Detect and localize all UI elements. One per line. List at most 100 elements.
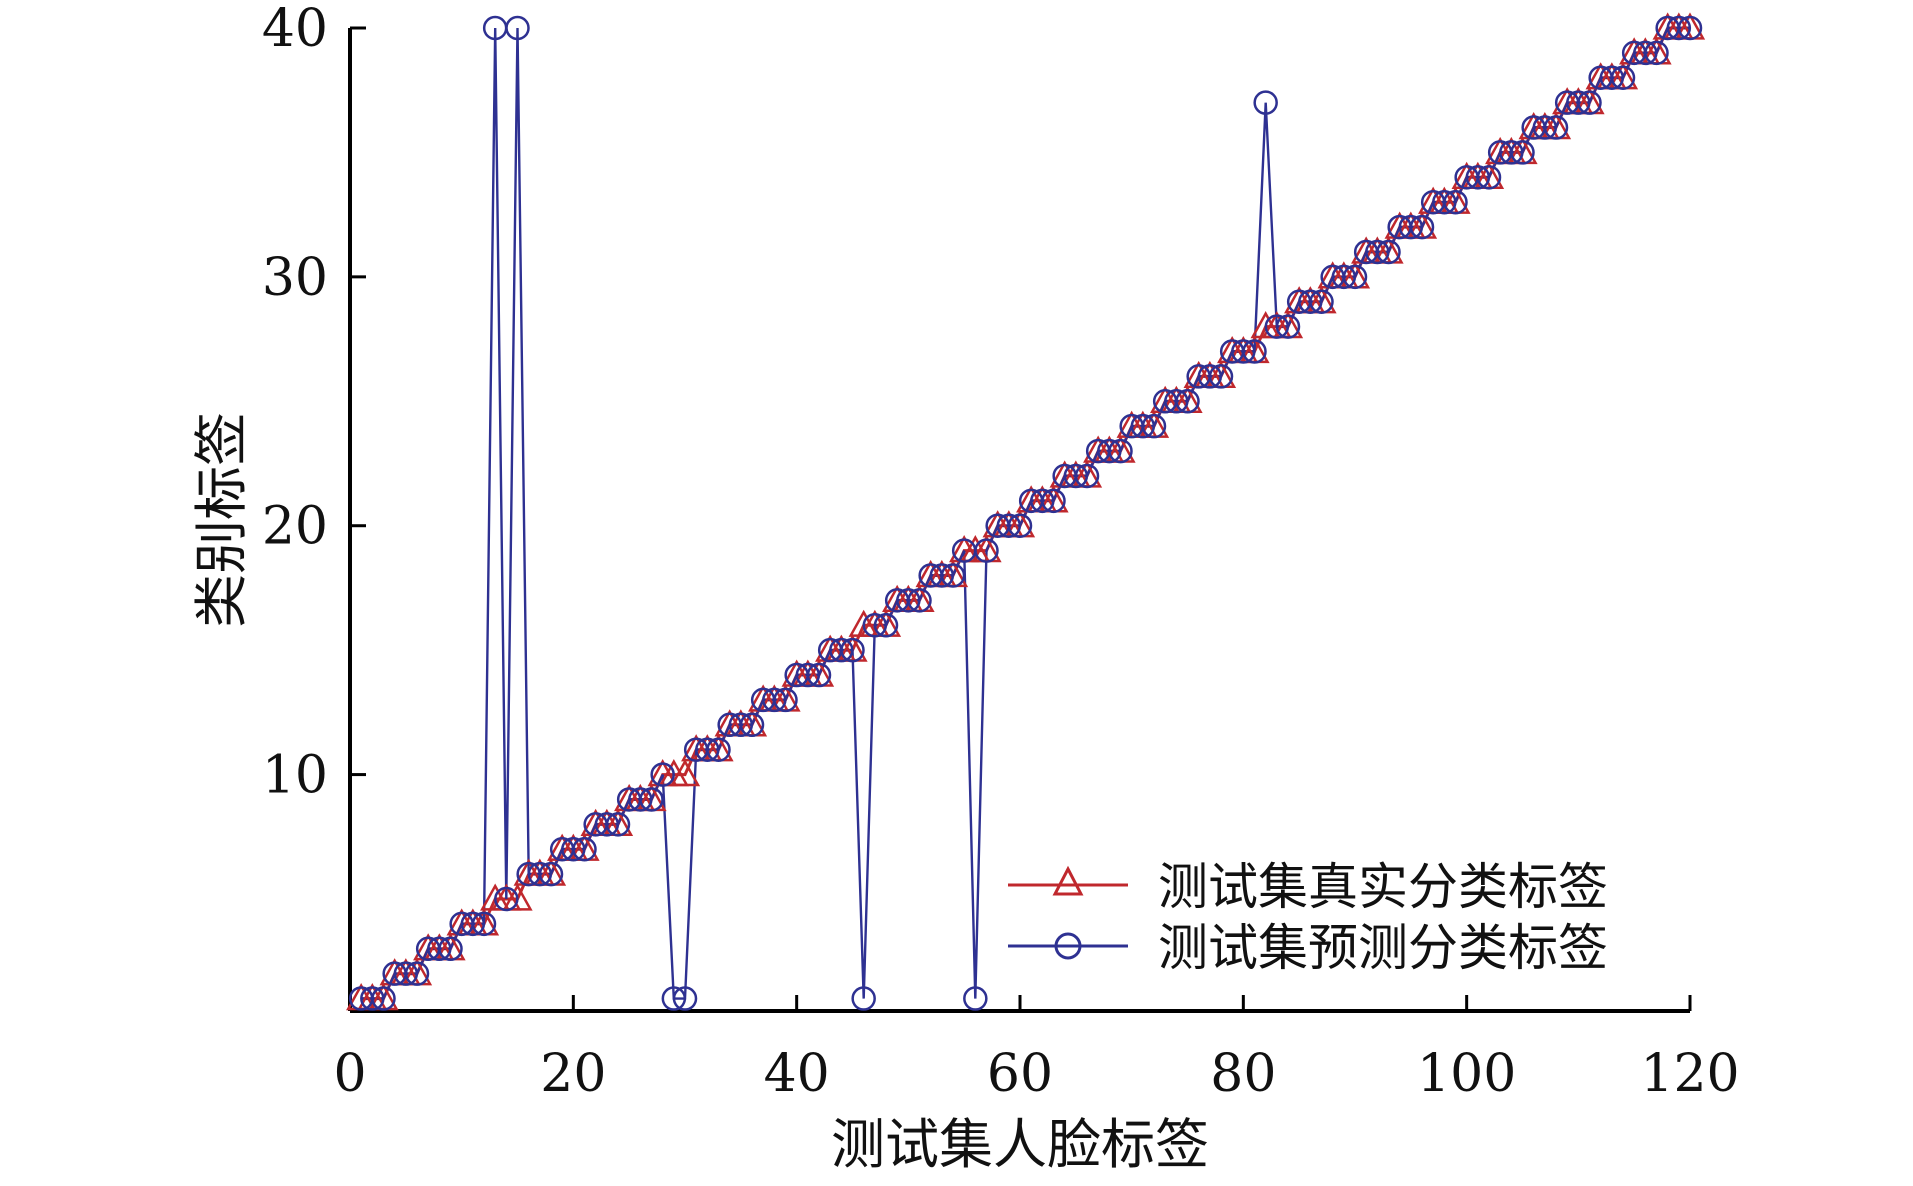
point-pred-circle — [762, 687, 787, 713]
point-true-triangle — [502, 883, 533, 911]
point-pred-circle — [873, 613, 899, 638]
point-pred-circle — [706, 737, 731, 762]
point-pred-circle — [1331, 264, 1357, 290]
point-pred-circle — [929, 563, 955, 588]
point-pred-circle — [650, 762, 675, 787]
point-pred-circle — [561, 836, 586, 862]
y-tick-label: 20 — [262, 497, 328, 557]
point-pred-circle — [1666, 15, 1692, 41]
point-pred-circle — [1443, 189, 1468, 215]
point-pred-circle — [1599, 65, 1625, 91]
point-pred-circle — [572, 836, 597, 862]
x-tick-label: 0 — [333, 1044, 366, 1104]
point-pred-circle — [628, 787, 653, 812]
y-tick-label: 30 — [262, 248, 328, 308]
legend: 测试集真实分类标签 测试集预测分类标签 — [1008, 858, 1608, 977]
point-pred-circle — [739, 712, 765, 738]
point-pred-circle — [840, 637, 865, 663]
point-pred-circle — [1141, 413, 1167, 439]
point-pred-circle — [1432, 189, 1457, 215]
point-pred-circle — [1108, 438, 1133, 464]
point-pred-circle — [1342, 264, 1368, 290]
legend-marker-circle-icon — [1054, 932, 1082, 960]
point-pred-circle — [1298, 289, 1323, 314]
point-pred-circle — [795, 662, 821, 688]
x-tick-label: 60 — [987, 1044, 1053, 1104]
point-pred-circle — [594, 812, 620, 837]
point-pred-circle — [393, 961, 419, 986]
point-pred-circle — [1409, 214, 1435, 240]
point-pred-circle — [1510, 140, 1535, 165]
point-pred-circle — [538, 861, 564, 887]
legend-label-pred: 测试集预测分类标签 — [1158, 919, 1608, 977]
point-pred-circle — [471, 911, 497, 937]
point-pred-circle — [1532, 115, 1558, 140]
point-pred-circle — [1097, 438, 1122, 464]
point-pred-circle — [1577, 90, 1602, 115]
y-tick-label: 10 — [262, 746, 328, 806]
point-pred-circle — [1030, 488, 1055, 514]
point-pred-circle — [1543, 115, 1569, 140]
point-pred-circle — [896, 588, 921, 613]
point-pred-circle — [1253, 90, 1278, 115]
point-pred-circle — [1610, 65, 1636, 91]
point-pred-circle — [505, 15, 530, 41]
x-tick-label: 20 — [540, 1044, 606, 1104]
point-pred-circle — [1074, 463, 1100, 489]
x-tick-label: 40 — [764, 1044, 830, 1104]
x-tick-label: 100 — [1417, 1044, 1516, 1104]
point-pred-circle — [1063, 463, 1089, 489]
point-pred-circle — [1275, 314, 1301, 339]
point-pred-circle — [829, 637, 854, 663]
point-pred-circle — [460, 911, 486, 937]
x-tick-label: 120 — [1640, 1044, 1739, 1104]
point-pred-circle — [1309, 289, 1334, 314]
point-pred-circle — [672, 986, 698, 1011]
point-pred-circle — [1264, 314, 1290, 339]
point-pred-circle — [1644, 40, 1669, 66]
ticks: 0 20 40 60 80 100 120 10 20 30 40 — [262, 0, 1740, 1104]
point-pred-circle — [851, 986, 876, 1011]
point-pred-circle — [1164, 389, 1189, 414]
marker-layer — [346, 12, 1706, 1011]
y-axis-title: 类别标签 — [190, 412, 253, 628]
point-pred-circle — [1130, 413, 1156, 439]
point-pred-circle — [1007, 513, 1033, 538]
point-pred-circle — [527, 861, 553, 887]
point-pred-circle — [1677, 15, 1703, 41]
point-pred-circle — [974, 538, 999, 563]
point-pred-circle — [1041, 488, 1066, 514]
point-pred-circle — [1465, 165, 1491, 190]
point-pred-circle — [806, 662, 832, 688]
point-pred-circle — [1242, 339, 1267, 364]
legend-label-true: 测试集真实分类标签 — [1158, 858, 1608, 916]
point-pred-circle — [773, 687, 798, 713]
point-pred-circle — [1365, 239, 1390, 265]
point-pred-circle — [494, 886, 519, 912]
point-pred-circle — [1476, 165, 1502, 190]
point-pred-circle — [605, 812, 631, 837]
point-pred-circle — [1175, 389, 1200, 414]
point-pred-circle — [1231, 339, 1256, 364]
point-pred-circle — [661, 986, 687, 1011]
point-pred-circle — [695, 737, 720, 762]
point-pred-circle — [639, 787, 664, 812]
point-pred-circle — [963, 986, 988, 1011]
point-pred-circle — [1208, 364, 1234, 389]
point-true-triangle — [669, 759, 701, 787]
x-tick-label: 80 — [1210, 1044, 1276, 1104]
series-line-1 — [361, 26, 1690, 1000]
point-pred-circle — [1566, 90, 1591, 115]
point-pred-circle — [427, 936, 452, 962]
legend-marker-triangle-icon — [1052, 865, 1084, 896]
point-pred-circle — [1398, 214, 1424, 240]
point-pred-circle — [1197, 364, 1223, 389]
series-layer — [361, 26, 1690, 1001]
point-pred-circle — [728, 712, 754, 738]
y-tick-label: 40 — [262, 0, 328, 59]
point-pred-circle — [404, 961, 430, 986]
point-pred-circle — [1499, 140, 1524, 165]
point-pred-circle — [940, 563, 966, 588]
